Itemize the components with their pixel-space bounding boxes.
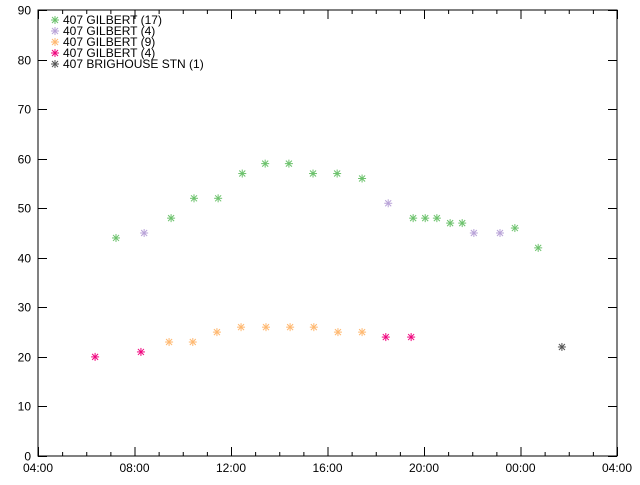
legend-label: 407 BRIGHOUSE STN (1)	[63, 57, 204, 71]
data-point	[534, 243, 543, 252]
y-tick-label: 10	[18, 400, 32, 414]
data-point	[190, 194, 199, 203]
y-tick-labels: 0 10 20 30 40 50 60 70 80 90	[18, 4, 32, 464]
data-point	[140, 229, 149, 237]
data-point	[469, 229, 478, 237]
data-points	[91, 159, 566, 361]
data-point	[421, 214, 430, 223]
legend-marker	[51, 16, 59, 24]
x-tick-label: 16:00	[312, 461, 342, 475]
data-point	[309, 169, 318, 178]
y-tick-label: 80	[18, 54, 32, 68]
data-point	[458, 219, 467, 228]
data-point	[214, 194, 223, 203]
y-tick-label: 70	[18, 103, 32, 117]
y-tick-label: 90	[18, 4, 32, 18]
x-tick-label: 20:00	[409, 461, 439, 475]
data-point	[407, 333, 416, 342]
data-point	[165, 338, 174, 347]
legend-label: 407 GILBERT (4)	[63, 24, 155, 38]
data-point	[446, 219, 455, 228]
legend: 407 GILBERT (17)407 GILBERT (4)407 GILBE…	[51, 13, 204, 71]
data-point	[212, 328, 221, 337]
data-point	[333, 169, 342, 178]
legend-marker	[51, 60, 59, 68]
y-tick-label: 30	[18, 301, 32, 315]
legend-label: 407 GILBERT (9)	[63, 35, 155, 49]
data-point	[358, 328, 367, 337]
data-point	[237, 323, 246, 332]
y-tick-label: 20	[18, 351, 32, 365]
x-tick-labels: 04:00 08:00 12:00 16:00 20:00 00:00 04:00	[23, 461, 632, 475]
x-tick-label: 04:00	[23, 461, 53, 475]
data-point	[557, 342, 566, 351]
x-tick-label: 00:00	[505, 461, 535, 475]
data-point	[112, 233, 121, 242]
data-point	[409, 214, 418, 223]
data-point	[333, 328, 342, 337]
x-tick-label: 04:00	[602, 461, 632, 475]
y-tick-label: 0	[24, 450, 31, 464]
x-tick-label: 08:00	[119, 461, 149, 475]
x-tick-label: 12:00	[216, 461, 246, 475]
y-tick-label: 40	[18, 252, 32, 266]
plot-border	[37, 9, 618, 457]
data-point	[495, 229, 504, 237]
data-point	[136, 347, 145, 356]
data-point	[188, 338, 197, 347]
data-point	[167, 214, 176, 223]
data-point	[286, 323, 295, 332]
data-point	[91, 352, 100, 361]
data-point	[309, 323, 318, 332]
legend-label: 407 GILBERT (4)	[63, 46, 155, 60]
data-point	[432, 214, 441, 223]
legend-marker	[51, 49, 59, 57]
data-point	[384, 199, 393, 208]
legend-label: 407 GILBERT (17)	[63, 13, 162, 27]
data-point	[238, 169, 247, 178]
y-tick-label: 60	[18, 153, 32, 167]
legend-marker	[51, 27, 59, 35]
data-point	[284, 159, 293, 168]
data-point	[510, 224, 519, 233]
y-tick-label: 50	[18, 202, 32, 216]
data-point	[358, 174, 367, 183]
data-point	[261, 323, 270, 332]
axes	[37, 9, 618, 457]
data-point	[261, 159, 270, 168]
legend-marker	[51, 38, 59, 46]
data-point	[381, 333, 390, 342]
